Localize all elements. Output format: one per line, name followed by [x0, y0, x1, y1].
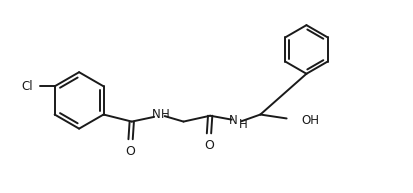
Text: N: N: [152, 108, 160, 121]
Text: O: O: [204, 139, 214, 152]
Text: H: H: [238, 118, 247, 131]
Text: OH: OH: [301, 114, 320, 127]
Text: N: N: [229, 114, 238, 127]
Text: O: O: [126, 145, 135, 158]
Text: Cl: Cl: [21, 80, 33, 93]
Text: H: H: [161, 108, 169, 121]
